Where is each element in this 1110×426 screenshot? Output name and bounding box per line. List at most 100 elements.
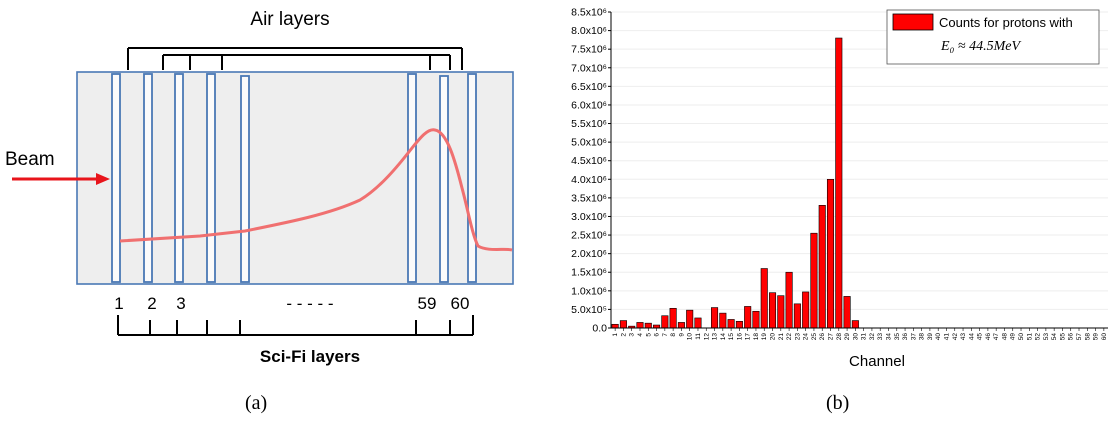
y-tick-label: 2.5x10⁶ bbox=[571, 230, 607, 242]
x-tick-label: 39 bbox=[927, 333, 934, 341]
x-tick-label: 1 bbox=[612, 333, 619, 337]
caption-a: (a) bbox=[245, 392, 268, 414]
x-axis-title: Channel bbox=[849, 353, 905, 370]
air-layers-label: Air layers bbox=[250, 9, 329, 30]
bar-channel-30 bbox=[851, 320, 859, 329]
x-tick-label: 44 bbox=[968, 333, 975, 341]
x-tick-label: 53 bbox=[1043, 333, 1050, 341]
y-tick-label: 7.5x10⁶ bbox=[571, 44, 607, 56]
histogram-svg: 0.0 5.0x10⁵ 1.0x10⁶ 1.5x10⁶ 2.0x10⁶ 2.5x10⁶ 3.… bbox=[571, 7, 1108, 370]
x-tick-label: 45 bbox=[977, 333, 984, 341]
layer-59 bbox=[439, 75, 449, 283]
layer-2 bbox=[143, 73, 153, 283]
x-tick-label: 41 bbox=[943, 333, 950, 341]
schematic-svg: Air layers Beam bbox=[5, 9, 514, 366]
x-tick-label: 2 bbox=[620, 333, 627, 337]
legend-formula: E₀ ≈ 44.5MeV bbox=[940, 39, 1021, 54]
x-tick-label: 12 bbox=[703, 333, 710, 341]
y-tick-label: 3.5x10⁶ bbox=[571, 192, 607, 204]
x-tick-label: 8 bbox=[670, 333, 677, 337]
scifi-layers-label: Sci-Fi layers bbox=[260, 347, 360, 366]
x-tick-label: 60 bbox=[1101, 333, 1108, 341]
x-tick-label: 57 bbox=[1076, 333, 1083, 341]
x-tick-label: 27 bbox=[828, 333, 835, 341]
y-tick-label: 4.0x10⁶ bbox=[571, 174, 607, 186]
bar-channel-2 bbox=[619, 320, 627, 329]
bar-channel-23 bbox=[793, 303, 801, 329]
y-tick-label: 4.5x10⁶ bbox=[571, 155, 607, 167]
bar-channel-5 bbox=[644, 322, 652, 329]
x-tick-label: 58 bbox=[1084, 333, 1091, 341]
ellipsis-dashes: - - - - - bbox=[286, 294, 333, 313]
bar-channel-22 bbox=[785, 271, 793, 329]
x-tick-label: 22 bbox=[786, 333, 793, 341]
x-tick-label: 33 bbox=[877, 333, 884, 341]
x-tick-label: 6 bbox=[654, 333, 661, 337]
x-tick-label: 3 bbox=[629, 333, 636, 337]
x-tick-label: 52 bbox=[1035, 333, 1042, 341]
scifi-layers bbox=[111, 73, 477, 283]
x-tick-label: 21 bbox=[778, 333, 785, 341]
x-tick-label: 4 bbox=[637, 333, 644, 337]
bar-channel-18 bbox=[752, 310, 760, 329]
energy-loss-curve bbox=[119, 128, 513, 252]
bar-channel-7 bbox=[661, 315, 669, 329]
bar-channel-9 bbox=[677, 322, 685, 329]
x-tick-label: 37 bbox=[910, 333, 917, 341]
x-tick-label: 5 bbox=[645, 333, 652, 337]
y-tick-label: 0.0 bbox=[592, 323, 607, 335]
bar-channel-13 bbox=[711, 307, 719, 329]
bar-channel-25 bbox=[810, 232, 818, 329]
panel-b-chart: 0.0 5.0x10⁵ 1.0x10⁶ 1.5x10⁶ 2.0x10⁶ 2.5x10⁶ 3.… bbox=[545, 0, 1110, 421]
bar-channel-10 bbox=[686, 309, 694, 329]
bar-channel-11 bbox=[694, 317, 702, 329]
layer-number-1: 1 bbox=[114, 294, 123, 313]
bars bbox=[611, 37, 859, 329]
x-tick-label: 30 bbox=[852, 333, 859, 341]
beam-arrow bbox=[12, 173, 110, 185]
bar-channel-17 bbox=[744, 306, 752, 329]
x-tick-label: 24 bbox=[803, 333, 810, 341]
x-tick-label: 42 bbox=[952, 333, 959, 341]
x-tick-label: 15 bbox=[728, 333, 735, 341]
layer-5 bbox=[240, 75, 250, 283]
x-tick-label: 54 bbox=[1051, 333, 1058, 341]
x-tick-label: 35 bbox=[894, 333, 901, 341]
legend-swatch bbox=[892, 13, 934, 31]
layer-number-2: 2 bbox=[147, 294, 156, 313]
legend-label: Counts for protons with bbox=[939, 15, 1073, 30]
bar-channel-15 bbox=[727, 319, 735, 329]
bar-channel-26 bbox=[818, 205, 826, 329]
y-tick-label: 5.0x10⁶ bbox=[571, 137, 607, 149]
axes bbox=[610, 12, 1108, 329]
layer-number-60: 60 bbox=[451, 294, 470, 313]
x-tick-label: 28 bbox=[836, 333, 843, 341]
x-tick-label: 26 bbox=[819, 333, 826, 341]
y-tick-label: 5.5x10⁶ bbox=[571, 118, 607, 130]
x-tick-label: 25 bbox=[811, 333, 818, 341]
y-tick-label: 8.0x10⁶ bbox=[571, 25, 607, 37]
x-tick-label: 29 bbox=[844, 333, 851, 341]
x-tick-label: 43 bbox=[960, 333, 967, 341]
x-tick-label: 23 bbox=[794, 333, 801, 341]
y-tick-label: 8.5x10⁶ bbox=[571, 7, 607, 19]
y-tick-label: 5.0x10⁵ bbox=[571, 304, 607, 316]
x-tick-label: 14 bbox=[720, 333, 727, 341]
y-tick-label: 1.5x10⁶ bbox=[571, 267, 607, 279]
bar-channel-21 bbox=[777, 295, 785, 329]
x-tick-label: 46 bbox=[985, 333, 992, 341]
x-tick-label: 56 bbox=[1068, 333, 1075, 341]
x-tick-label: 18 bbox=[753, 333, 760, 341]
x-tick-label: 17 bbox=[745, 333, 752, 341]
bar-channel-27 bbox=[826, 178, 835, 329]
bar-channel-8 bbox=[669, 307, 677, 329]
bar-channel-16 bbox=[735, 321, 743, 329]
x-tick-label: 19 bbox=[761, 333, 768, 341]
y-tick-label: 2.0x10⁶ bbox=[571, 248, 607, 260]
x-tick-label: 47 bbox=[993, 333, 1000, 341]
layer-number-59: 59 bbox=[418, 294, 437, 313]
bar-channel-29 bbox=[843, 296, 851, 329]
layer-4 bbox=[206, 73, 216, 283]
legend: Counts for protons with E₀ ≈ 44.5MeV bbox=[886, 9, 1100, 65]
x-tick-label: 32 bbox=[869, 333, 876, 341]
